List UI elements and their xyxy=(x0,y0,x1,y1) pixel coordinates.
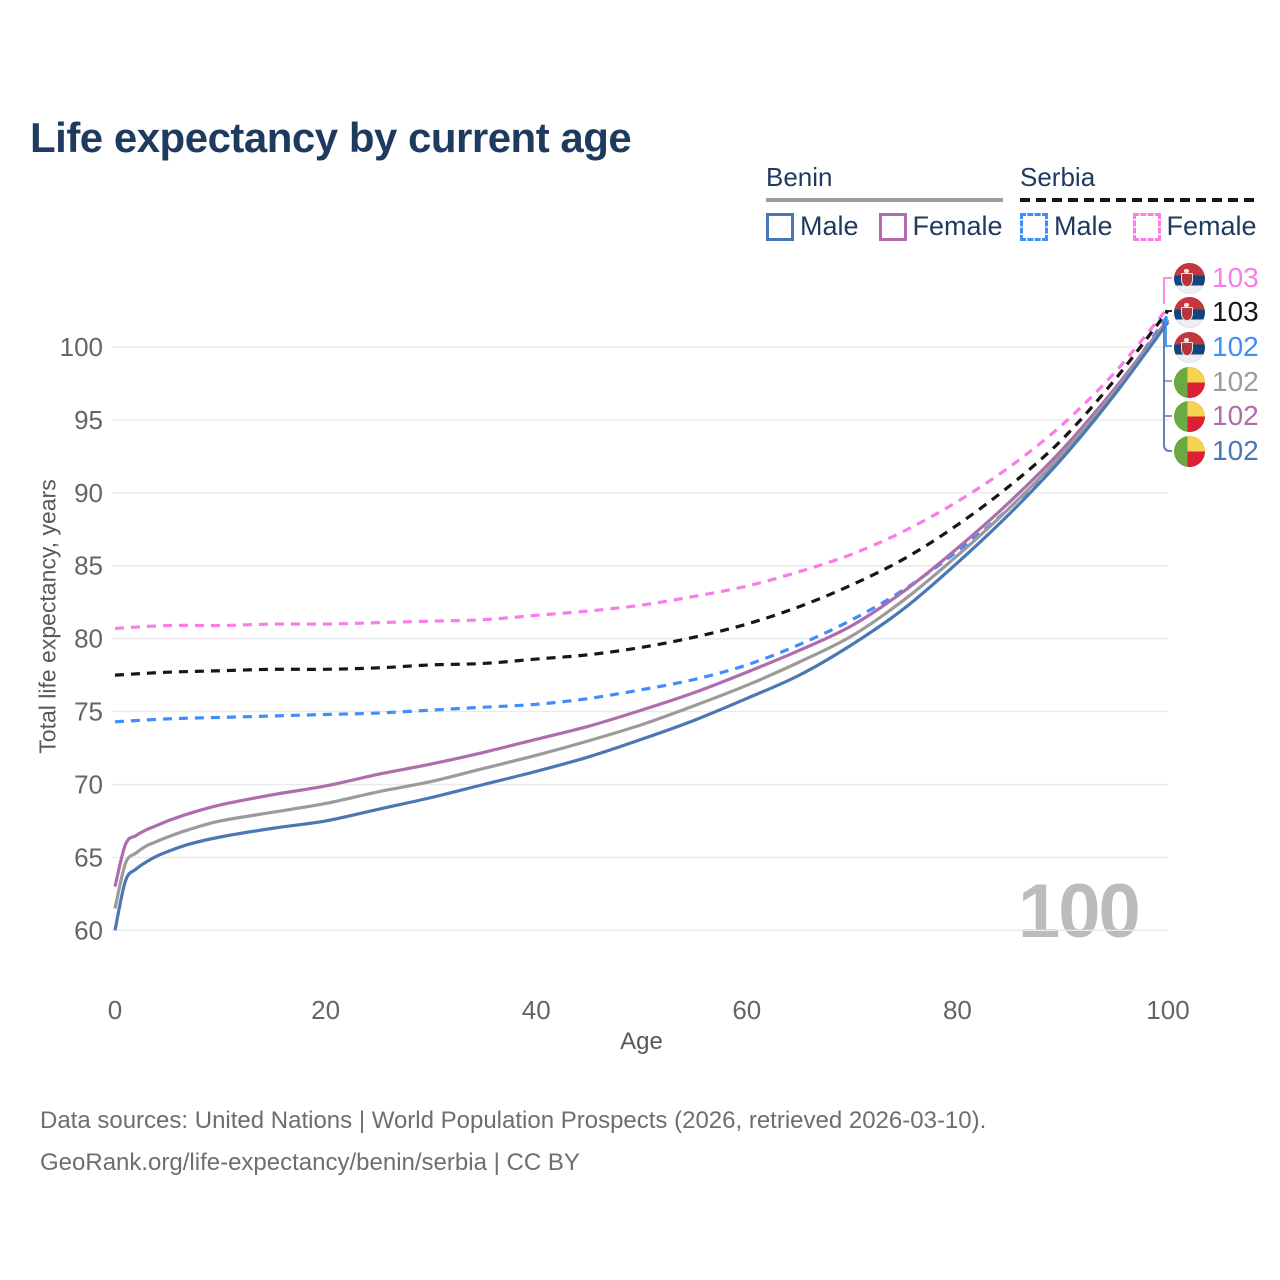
footer: Data sources: United Nations | World Pop… xyxy=(40,1100,986,1184)
legend-group-benin: Benin Male Female xyxy=(766,162,1003,242)
y-tick-label: 80 xyxy=(74,624,103,654)
x-tick-label: 20 xyxy=(311,995,340,1025)
y-tick-label: 95 xyxy=(74,405,103,435)
series-line-benin-male[interactable] xyxy=(113,321,1170,931)
leader-line xyxy=(1163,277,1172,304)
end-label-value: 102 xyxy=(1212,331,1259,362)
benin-female-swatch-icon xyxy=(878,212,907,241)
legend-item-label: Male xyxy=(800,211,859,241)
x-tick-label: 100 xyxy=(1146,995,1189,1025)
serbia-flag-icon xyxy=(1174,331,1205,363)
end-label-row: 102 xyxy=(1174,366,1259,398)
data-sources-text: Data sources: United Nations | World Pop… xyxy=(40,1107,987,1134)
series-line-benin-total[interactable] xyxy=(113,319,1170,909)
end-label-row: 102 xyxy=(1174,400,1259,432)
page-title: Life expectancy by current age xyxy=(30,114,632,162)
end-label-row: 103 xyxy=(1174,296,1259,328)
x-axis-title: Age xyxy=(620,1028,663,1055)
benin-flag-icon xyxy=(1174,400,1205,432)
age-counter-watermark: 100 xyxy=(1018,869,1141,954)
end-label-row: 102 xyxy=(1174,435,1259,467)
series-line-serbia-female[interactable] xyxy=(114,306,1170,631)
x-tick-label: 0 xyxy=(108,995,122,1025)
y-tick-label: 90 xyxy=(74,478,103,508)
y-tick-label: 65 xyxy=(74,842,103,872)
end-label-value: 103 xyxy=(1212,296,1259,327)
legend-group-benin-title[interactable]: Benin xyxy=(766,162,833,192)
benin-male-swatch-icon xyxy=(766,212,794,241)
end-label-value: 102 xyxy=(1212,400,1259,431)
legend-group-serbia: Serbia Male Female xyxy=(1020,162,1257,242)
benin-flag-icon xyxy=(1174,366,1205,398)
legend-group-serbia-title[interactable]: Serbia xyxy=(1020,162,1096,192)
end-label-row: 102 xyxy=(1174,331,1259,363)
end-label-value: 102 xyxy=(1212,366,1259,397)
serbia-flag-icon xyxy=(1174,296,1205,328)
serbia-female-swatch-icon xyxy=(1132,212,1161,241)
end-label-value: 103 xyxy=(1212,262,1259,293)
legend-item-label: Female xyxy=(1166,211,1257,241)
x-tick-label: 40 xyxy=(522,995,551,1025)
benin-flag-icon xyxy=(1174,435,1205,467)
y-tick-label: 75 xyxy=(74,697,103,727)
legend-benin-line-style xyxy=(766,198,1003,202)
legend-item-benin-female[interactable]: Female xyxy=(878,211,1003,242)
series-line-serbia-male[interactable] xyxy=(114,314,1170,724)
series-line-serbia-total[interactable] xyxy=(114,309,1170,677)
y-tick-label: 60 xyxy=(74,915,103,945)
serbia-male-swatch-icon xyxy=(1020,212,1048,241)
y-tick-label: 85 xyxy=(74,551,103,581)
legend-serbia-line-style xyxy=(1020,198,1257,202)
end-label-row: 103 xyxy=(1174,262,1259,294)
end-label-value: 102 xyxy=(1212,435,1259,466)
y-tick-label: 70 xyxy=(74,769,103,799)
legend-item-serbia-female[interactable]: Female xyxy=(1132,211,1257,242)
legend-item-serbia-male[interactable]: Male xyxy=(1020,211,1113,242)
x-tick-label: 60 xyxy=(732,995,761,1025)
serbia-flag-icon xyxy=(1174,262,1205,294)
y-tick-label: 100 xyxy=(60,332,103,362)
leader-line xyxy=(1165,316,1172,347)
series-line-benin-female[interactable] xyxy=(113,318,1170,887)
legend-item-label: Male xyxy=(1054,211,1113,241)
attribution-text: GeoRank.org/life-expectancy/benin/serbia… xyxy=(40,1149,580,1176)
x-tick-label: 80 xyxy=(943,995,972,1025)
legend-item-label: Female xyxy=(912,211,1003,241)
leader-line xyxy=(1163,322,1172,452)
legend-item-benin-male[interactable]: Male xyxy=(766,211,859,242)
